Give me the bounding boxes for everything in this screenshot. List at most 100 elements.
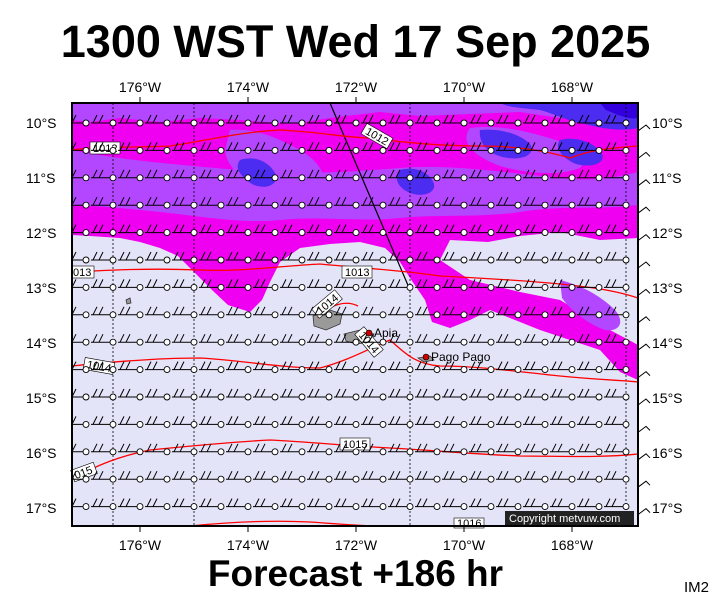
lon-label: 174°W — [227, 537, 270, 553]
lat-label: 14°S — [652, 335, 683, 351]
rain-zone-purple — [72, 103, 638, 124]
wind-barb — [361, 114, 387, 127]
wind-barb — [91, 279, 117, 291]
wind-barb — [118, 224, 144, 237]
wind-barb — [280, 388, 306, 401]
wind-barb — [334, 251, 360, 264]
wind-barb — [388, 470, 414, 483]
wind-barb — [604, 416, 630, 428]
wind-barb — [469, 498, 495, 511]
wind-barb — [415, 416, 441, 428]
wind-barb — [415, 333, 441, 346]
wind-barb — [334, 114, 360, 127]
wind-barb — [334, 443, 360, 456]
lat-label: 12°S — [652, 225, 683, 241]
wind-barb — [172, 443, 198, 456]
wind-barb — [118, 251, 144, 264]
wind-barb — [415, 196, 441, 209]
wind-barb — [334, 498, 360, 511]
wind-barb — [550, 142, 576, 154]
wind-barb — [415, 251, 441, 264]
wind-barb — [253, 169, 279, 182]
wind-barb — [91, 224, 117, 237]
island-small — [125, 297, 132, 305]
wind-barb — [199, 498, 225, 511]
wind-barb — [172, 279, 198, 291]
wind-barb — [523, 224, 549, 237]
wind-barb — [415, 114, 441, 127]
wind-barb — [226, 361, 252, 374]
wind-barb — [280, 279, 306, 291]
wind-barb — [307, 443, 333, 456]
lat-label: 13°S — [26, 280, 57, 296]
wind-barb — [334, 388, 360, 401]
wind-barb — [280, 142, 306, 154]
lat-labels-left: 10°S 11°S 12°S 13°S 14°S 15°S 16°S 17°S — [26, 115, 57, 516]
wind-barb — [523, 416, 549, 428]
wind-barb — [442, 224, 468, 237]
wind-barb — [388, 142, 414, 154]
wind-barb — [442, 416, 468, 428]
wind-barb — [280, 443, 306, 456]
wind-barb — [496, 498, 522, 511]
town-apia: Apia — [365, 326, 398, 340]
lat-label: 11°S — [652, 170, 681, 186]
wind-barb — [172, 333, 198, 346]
wind-barb — [199, 443, 225, 456]
lat-label: 11°S — [26, 170, 55, 186]
wind-barb — [199, 251, 225, 264]
lon-label: 168°W — [551, 537, 594, 553]
wind-barb — [523, 196, 549, 209]
wind-barb — [469, 306, 495, 319]
lon-label: 172°W — [335, 537, 378, 553]
wind-barb — [496, 333, 522, 346]
wind-barb — [253, 443, 279, 456]
wind-barb — [199, 142, 225, 154]
wind-barb — [523, 169, 549, 182]
wind-barb — [280, 470, 306, 483]
wind-barb — [469, 443, 495, 456]
wind-barb — [496, 279, 522, 291]
wind-barb — [388, 416, 414, 428]
wind-barb — [577, 114, 603, 127]
wind-barb — [118, 416, 144, 428]
wind-barb — [145, 443, 171, 456]
wind-barb — [253, 251, 279, 264]
wind-barb — [442, 251, 468, 264]
wind-barb — [442, 279, 468, 291]
wind-barb — [199, 361, 225, 374]
wind-barb — [442, 333, 468, 346]
wind-barb — [334, 416, 360, 428]
wind-barb — [199, 333, 225, 346]
wind-barb — [469, 251, 495, 264]
wind-barb — [118, 142, 144, 154]
wind-barb — [496, 443, 522, 456]
wind-barb — [442, 498, 468, 511]
edge-barb — [637, 398, 651, 406]
wind-barb — [253, 114, 279, 127]
wind-barb — [415, 388, 441, 401]
wind-barb — [91, 470, 117, 483]
wind-barb — [523, 333, 549, 346]
wind-barb — [145, 498, 171, 511]
wind-barb — [307, 388, 333, 401]
wind-barb — [118, 169, 144, 182]
wind-barb — [550, 333, 576, 346]
wind-barbs — [72, 114, 630, 511]
wind-barb — [604, 306, 630, 319]
wind-barb — [577, 388, 603, 401]
wind-barb — [523, 251, 549, 264]
wind-barb — [469, 361, 495, 374]
edge-barb — [637, 316, 651, 324]
wind-barb — [442, 306, 468, 319]
wind-barb — [199, 169, 225, 182]
wind-barb — [334, 306, 360, 319]
wind-barb — [91, 142, 117, 154]
wind-barbs-edge — [637, 124, 651, 515]
wind-barb — [226, 333, 252, 346]
wind-barb — [280, 333, 306, 346]
lon-label: 170°W — [443, 537, 486, 553]
wind-barb — [523, 498, 549, 511]
wind-barb — [307, 416, 333, 428]
